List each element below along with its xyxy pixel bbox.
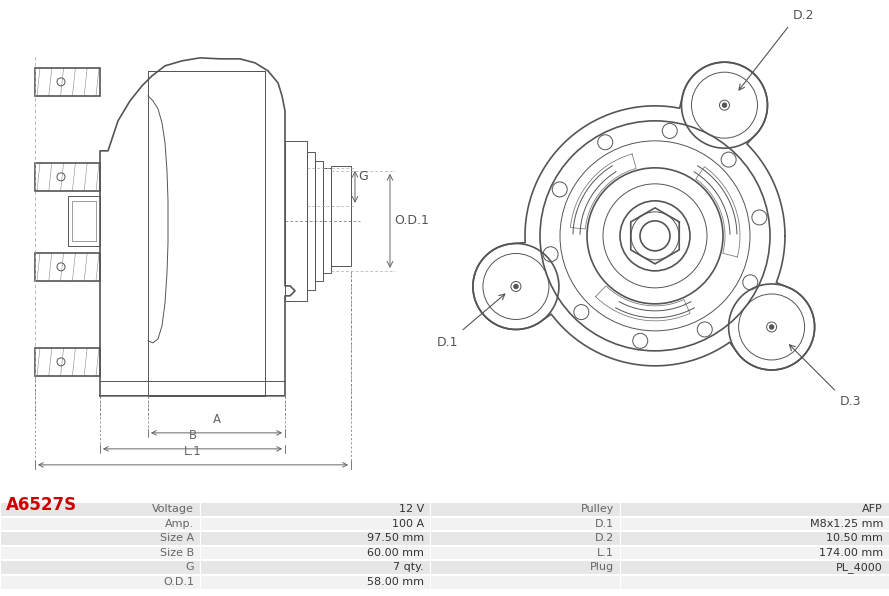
- Text: PL_4000: PL_4000: [837, 561, 883, 573]
- Text: L.1: L.1: [597, 548, 614, 558]
- Text: 58.00 mm: 58.00 mm: [367, 577, 424, 586]
- FancyBboxPatch shape: [430, 531, 620, 545]
- Text: Amp.: Amp.: [164, 519, 194, 529]
- Text: Plug: Plug: [590, 562, 614, 572]
- Circle shape: [514, 284, 518, 289]
- FancyBboxPatch shape: [0, 531, 200, 545]
- FancyBboxPatch shape: [0, 560, 200, 574]
- FancyBboxPatch shape: [621, 575, 889, 589]
- Text: O.D.1: O.D.1: [394, 215, 428, 227]
- Text: 12 V: 12 V: [399, 504, 424, 514]
- FancyBboxPatch shape: [430, 517, 620, 530]
- FancyBboxPatch shape: [200, 502, 429, 516]
- Text: O.D.1: O.D.1: [163, 577, 194, 586]
- Text: 100 A: 100 A: [392, 519, 424, 529]
- FancyBboxPatch shape: [200, 560, 429, 574]
- Bar: [68, 196, 100, 246]
- Text: 60.00 mm: 60.00 mm: [367, 548, 424, 558]
- Bar: [315, 161, 323, 281]
- FancyBboxPatch shape: [200, 575, 429, 589]
- Text: 10.50 mm: 10.50 mm: [826, 533, 883, 543]
- FancyBboxPatch shape: [621, 502, 889, 516]
- Text: Size B: Size B: [160, 548, 194, 558]
- Text: D.1: D.1: [595, 519, 614, 529]
- Text: 7 qty.: 7 qty.: [393, 562, 424, 572]
- Bar: [35, 163, 100, 191]
- Text: 97.50 mm: 97.50 mm: [367, 533, 424, 543]
- FancyBboxPatch shape: [0, 546, 200, 560]
- Text: D.2: D.2: [792, 9, 814, 22]
- Text: 174.00 mm: 174.00 mm: [819, 548, 883, 558]
- Circle shape: [722, 103, 727, 108]
- Bar: [35, 348, 100, 376]
- Text: Size A: Size A: [160, 533, 194, 543]
- Bar: [35, 68, 100, 96]
- FancyBboxPatch shape: [621, 546, 889, 560]
- Circle shape: [769, 324, 774, 330]
- Text: A6527S: A6527S: [6, 496, 77, 514]
- FancyBboxPatch shape: [430, 502, 620, 516]
- Bar: [35, 253, 100, 281]
- Text: G: G: [358, 170, 368, 184]
- Bar: [331, 166, 351, 266]
- Text: D.3: D.3: [839, 395, 861, 408]
- FancyBboxPatch shape: [200, 517, 429, 530]
- FancyBboxPatch shape: [621, 531, 889, 545]
- Text: A: A: [212, 413, 220, 426]
- FancyBboxPatch shape: [0, 575, 200, 589]
- Bar: [323, 168, 331, 273]
- FancyBboxPatch shape: [430, 560, 620, 574]
- FancyBboxPatch shape: [0, 517, 200, 530]
- Text: D.1: D.1: [436, 337, 458, 349]
- Text: B: B: [188, 429, 196, 442]
- FancyBboxPatch shape: [200, 531, 429, 545]
- Text: AFP: AFP: [862, 504, 883, 514]
- Text: D.2: D.2: [595, 533, 614, 543]
- FancyBboxPatch shape: [0, 502, 200, 516]
- Bar: [307, 152, 315, 290]
- Text: M8x1.25 mm: M8x1.25 mm: [810, 519, 883, 529]
- FancyBboxPatch shape: [430, 546, 620, 560]
- Bar: [72, 201, 96, 241]
- Text: G: G: [186, 562, 194, 572]
- Text: Pulley: Pulley: [581, 504, 614, 514]
- Text: Voltage: Voltage: [152, 504, 194, 514]
- Bar: [285, 141, 307, 301]
- FancyBboxPatch shape: [621, 517, 889, 530]
- FancyBboxPatch shape: [430, 575, 620, 589]
- Text: L.1: L.1: [184, 445, 202, 458]
- FancyBboxPatch shape: [200, 546, 429, 560]
- FancyBboxPatch shape: [621, 560, 889, 574]
